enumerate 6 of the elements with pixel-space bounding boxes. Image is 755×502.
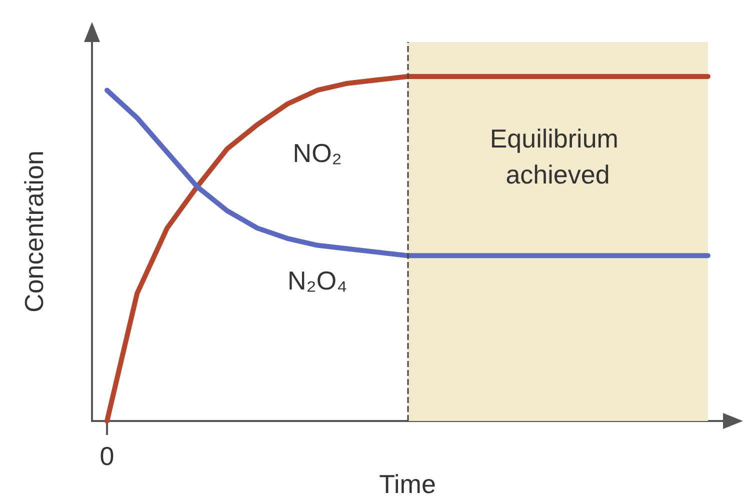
y-axis-title: Concentration bbox=[19, 150, 49, 312]
series-label: NO₂ bbox=[292, 138, 342, 168]
annotation: Equilibrium achieved bbox=[490, 124, 626, 190]
text: 0 bbox=[100, 441, 114, 471]
series-label: N₂O₄ bbox=[288, 265, 348, 296]
x-axis-title: Time bbox=[379, 469, 436, 499]
